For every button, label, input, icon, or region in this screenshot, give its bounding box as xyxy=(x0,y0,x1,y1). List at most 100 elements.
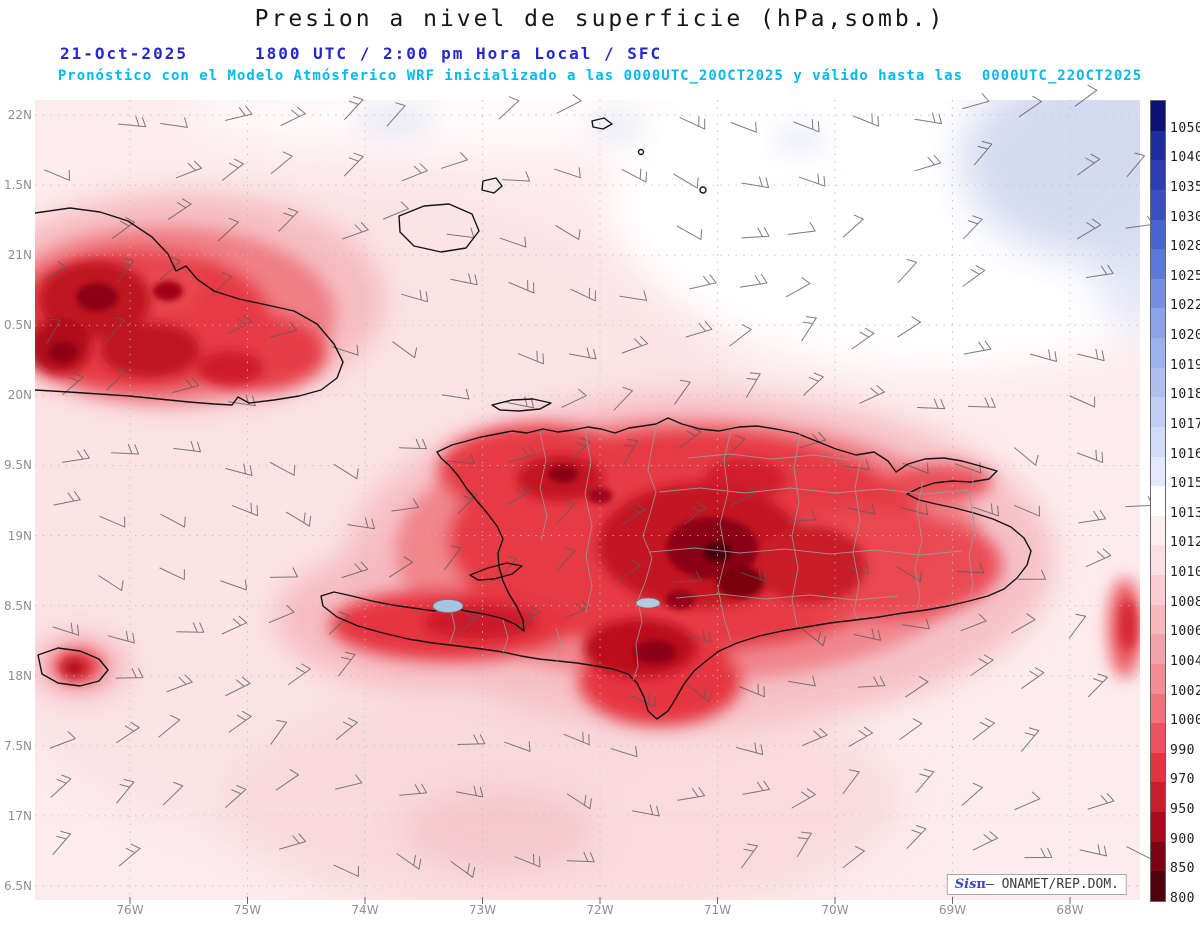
wind-barb xyxy=(568,347,597,360)
wind-barb xyxy=(1077,153,1101,176)
wind-barb xyxy=(386,102,406,127)
wind-barb xyxy=(842,769,860,794)
wind-barb xyxy=(225,463,253,476)
wind-barb xyxy=(798,173,826,187)
wind-barb xyxy=(801,727,828,747)
wind-barb xyxy=(842,214,864,238)
lat-tick-label: 0.5N xyxy=(3,318,32,333)
wind-barb xyxy=(687,684,712,703)
colorbar-tick-label: 1019 xyxy=(1170,357,1200,373)
wind-barb xyxy=(629,693,656,708)
wind-barb xyxy=(570,437,591,461)
wind-barb xyxy=(401,163,428,182)
wind-barb xyxy=(504,741,531,752)
colorbar-cell xyxy=(1151,604,1165,635)
wind-barb xyxy=(730,121,757,133)
colorbar-cell xyxy=(1151,308,1165,338)
wind-barb xyxy=(160,513,186,528)
wind-barb xyxy=(914,154,942,172)
wind-barb xyxy=(746,372,761,398)
wind-barb xyxy=(498,96,520,120)
wind-barb xyxy=(970,654,994,676)
colorbar-cell xyxy=(1151,189,1165,220)
wind-barb xyxy=(623,439,639,465)
colorbar-tick-label: 1025 xyxy=(1170,268,1200,284)
wind-barb xyxy=(956,562,985,574)
lon-tick-label: 75W xyxy=(233,903,262,917)
colorbar-cell xyxy=(1151,397,1165,427)
wind-barb xyxy=(853,628,881,641)
wind-barb xyxy=(517,350,544,365)
wind-barb xyxy=(1068,613,1087,639)
wind-barb xyxy=(972,717,995,741)
wind-barb xyxy=(785,277,811,298)
wind-barb xyxy=(107,630,135,644)
wind-barb xyxy=(399,438,427,450)
wind-barb xyxy=(673,571,702,583)
pressure-shading xyxy=(35,100,1140,900)
wind-barb xyxy=(793,119,820,133)
lake-enriquillo xyxy=(635,597,661,609)
wind-barb xyxy=(98,575,124,591)
colorbar-cell xyxy=(1151,782,1165,812)
wind-barb xyxy=(270,322,298,338)
wind-barb xyxy=(1074,84,1098,107)
island-great-inagua xyxy=(398,203,480,253)
wind-barb xyxy=(566,793,592,810)
colorbar-cell xyxy=(1151,841,1165,872)
colorbar-cell xyxy=(1151,367,1165,398)
wind-barb xyxy=(1014,505,1040,517)
wind-barb xyxy=(741,227,770,239)
wind-barb xyxy=(333,864,359,877)
wind-barb xyxy=(341,561,369,578)
wind-barb xyxy=(270,151,293,174)
wind-barb xyxy=(967,397,996,408)
wind-barb xyxy=(1078,509,1107,524)
wind-barbs-layer xyxy=(42,84,1154,878)
wind-barb xyxy=(52,622,80,636)
wind-barb xyxy=(842,845,865,869)
wind-barb xyxy=(954,462,982,474)
colorbar-tick-label: 1006 xyxy=(1170,624,1200,640)
wind-barb xyxy=(455,785,484,798)
colorbar-tick-label: 1020 xyxy=(1170,328,1200,344)
wind-barb xyxy=(963,215,983,240)
wind-barb xyxy=(841,459,870,470)
colorbar-cell xyxy=(1151,426,1165,457)
island-caicos xyxy=(591,117,613,130)
colorbar-tick-label: 1022 xyxy=(1170,298,1200,314)
wind-barb xyxy=(972,831,999,851)
lat-tick-label: 19N xyxy=(7,528,32,543)
wind-barb xyxy=(741,843,758,869)
colorbar-tick-label: 850 xyxy=(1170,861,1195,877)
wind-barb xyxy=(1018,95,1042,118)
wind-barb xyxy=(450,860,476,878)
wind-barb xyxy=(389,556,413,578)
wind-barb xyxy=(270,719,288,745)
wind-barb xyxy=(673,173,699,189)
colorbar-tick-label: 1012 xyxy=(1170,535,1200,551)
colorbar-cell xyxy=(1151,456,1165,487)
wind-barb xyxy=(851,327,875,350)
watermark-onamet: – ONAMET/REP.DOM. xyxy=(985,877,1119,892)
lat-tick-label: 7.5N xyxy=(3,738,32,753)
wind-barb xyxy=(803,372,824,396)
wind-barb xyxy=(342,222,369,240)
wind-barb xyxy=(1126,152,1145,177)
island-turks xyxy=(699,186,707,194)
wind-barb xyxy=(158,715,181,738)
colorbar-cell xyxy=(1151,723,1165,753)
wind-barb xyxy=(674,379,691,405)
colorbar-tick-label: 1018 xyxy=(1170,387,1200,403)
wind-barb xyxy=(1024,847,1053,859)
lon-tick-label: 72W xyxy=(586,903,614,917)
watermark-sis: Sis xyxy=(954,877,977,892)
wind-barb xyxy=(791,788,816,809)
wind-barb xyxy=(905,676,929,698)
wind-barb xyxy=(328,611,350,635)
wind-barb xyxy=(857,676,886,688)
wind-barb xyxy=(902,618,930,630)
lat-tick-label: 17N xyxy=(7,808,32,823)
wind-barb xyxy=(974,140,993,166)
